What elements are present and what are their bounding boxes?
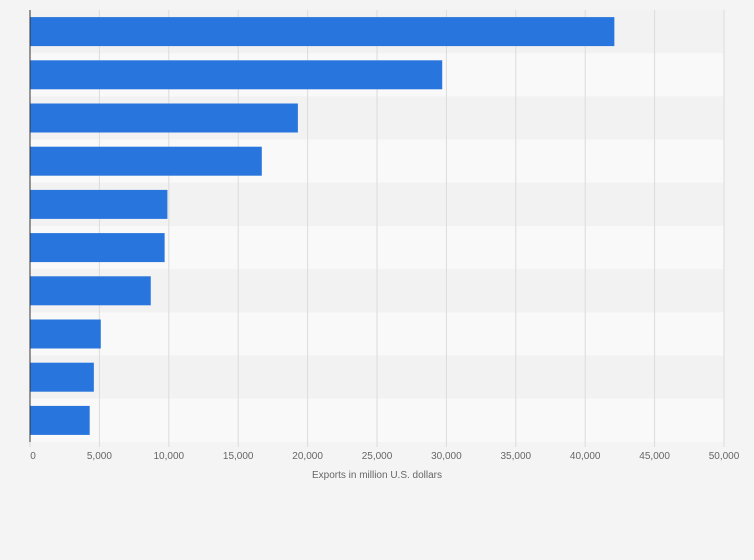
bar (30, 17, 615, 47)
x-tick-label: 20,000 (292, 451, 323, 462)
x-tick-label: 15,000 (223, 451, 254, 462)
x-tick-label: 25,000 (362, 451, 393, 462)
bar (30, 189, 168, 219)
bar (30, 146, 262, 176)
x-axis-title: Exports in million U.S. dollars (312, 470, 442, 481)
bar (30, 405, 90, 435)
bar (30, 103, 298, 133)
x-tick-label: 10,000 (154, 451, 185, 462)
x-tick-labels: 0 5,000 10,000 15,000 20,000 25,000 30,000 35,0… (30, 451, 740, 462)
x-tick-label: 45,000 (639, 451, 670, 462)
x-tick-label: 40,000 (570, 451, 601, 462)
bar (30, 233, 165, 263)
x-tick-label: 5,000 (87, 451, 112, 462)
x-tick-label: 35,000 (501, 451, 532, 462)
bar (30, 276, 151, 306)
bars (30, 17, 615, 435)
x-tick-label: 0 (30, 451, 36, 462)
x-tick-label: 30,000 (431, 451, 462, 462)
bar (30, 60, 443, 90)
bar (30, 319, 101, 349)
bar (30, 362, 94, 392)
x-tick-label: 50,000 (709, 451, 740, 462)
